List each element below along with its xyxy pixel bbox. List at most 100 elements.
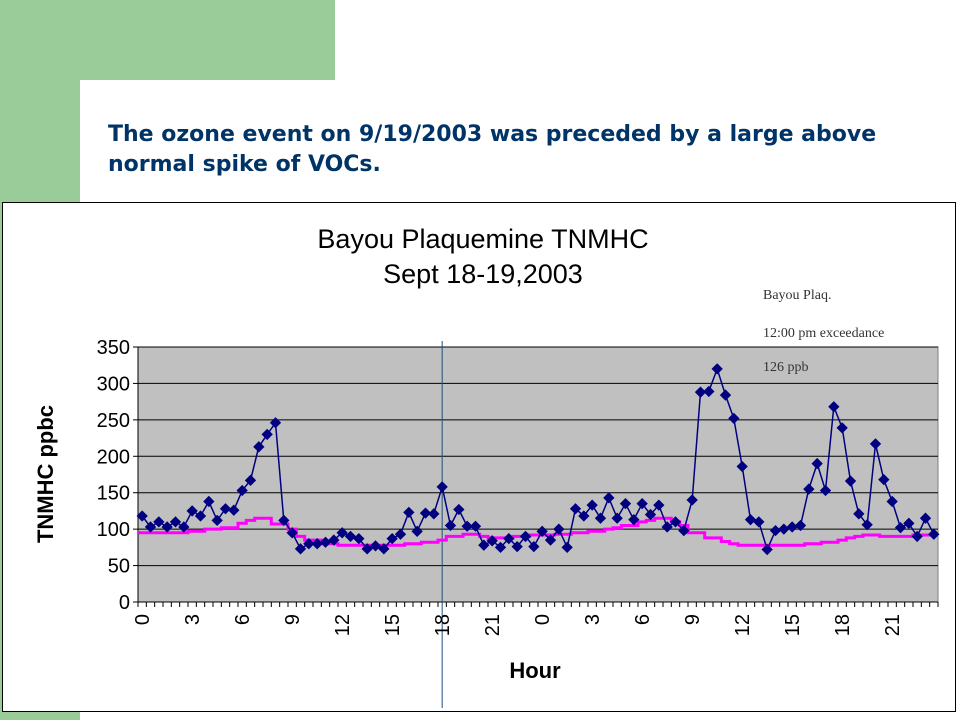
- data-point: [636, 497, 648, 510]
- y-tick-label: 100: [97, 519, 130, 541]
- data-point: [419, 507, 432, 519]
- x-tick-label: 3: [182, 614, 204, 625]
- data-point: [294, 543, 307, 555]
- x-tick-label: 12: [732, 614, 754, 636]
- data-point: [236, 484, 248, 497]
- x-tick-label: 9: [682, 614, 704, 625]
- x-tick-label: 9: [282, 614, 304, 625]
- y-tick-label: 200: [97, 446, 130, 468]
- data-point: [519, 530, 532, 543]
- x-tick-label: 15: [382, 614, 404, 636]
- data-point: [794, 519, 807, 532]
- data-point: [494, 541, 507, 554]
- data-point: [578, 510, 590, 522]
- data-point: [461, 520, 473, 532]
- data-point: [678, 524, 690, 537]
- data-point: [619, 497, 632, 510]
- data-point: [203, 495, 215, 508]
- x-tick-label: 0: [132, 614, 154, 625]
- annotation-line-1: Bayou Plaq.: [763, 288, 831, 303]
- data-point: [661, 521, 673, 533]
- data-point: [861, 519, 873, 531]
- data-point: [161, 521, 173, 533]
- data-point: [803, 483, 815, 495]
- data-point: [411, 525, 423, 537]
- data-point: [311, 538, 323, 550]
- data-point: [253, 441, 265, 453]
- data-point: [378, 543, 390, 555]
- data-point: [403, 506, 415, 519]
- data-point: [144, 521, 157, 533]
- data-point: [353, 532, 365, 545]
- tnmhc-chart: Bayou Plaquemine TNMHC Sept 18-19,2003 0…: [33, 224, 940, 708]
- data-point: [628, 514, 640, 526]
- data-point: [469, 520, 482, 532]
- data-point: [594, 512, 607, 524]
- slide-title: The ozone event on 9/19/2003 was precede…: [108, 122, 877, 177]
- data-point: [586, 499, 598, 511]
- data-point: [228, 504, 240, 516]
- x-tick-label: 6: [632, 614, 654, 625]
- x-tick-label: 12: [332, 614, 354, 636]
- data-point: [603, 492, 615, 504]
- x-tick-label: 3: [582, 614, 604, 625]
- data-point: [778, 523, 790, 535]
- data-point: [719, 389, 732, 401]
- x-tick-label: 21: [482, 614, 504, 636]
- data-point: [553, 523, 565, 535]
- plot-area: [137, 346, 939, 603]
- data-point: [244, 474, 257, 486]
- data-point: [394, 528, 407, 540]
- accent-band-top: [0, 0, 335, 80]
- data-point: [444, 519, 457, 532]
- data-point: [303, 538, 315, 550]
- data-point: [436, 481, 448, 493]
- data-point: [869, 438, 882, 450]
- data-point: [903, 517, 915, 529]
- x-axis-label: Hour: [509, 658, 561, 683]
- x-tick-label: 6: [232, 614, 254, 625]
- data-point: [786, 521, 798, 533]
- chart-title: Bayou Plaquemine TNMHC: [317, 224, 648, 254]
- data-point: [928, 528, 940, 540]
- y-tick-labels: 0 50 100 150 200 250 300 350: [97, 337, 138, 614]
- data-point: [428, 508, 440, 520]
- data-point: [878, 473, 890, 486]
- y-axis-label: TNMHC ppbc: [33, 405, 58, 543]
- data-point: [178, 521, 190, 533]
- data-point: [211, 514, 223, 527]
- data-point: [811, 457, 823, 470]
- data-point: [911, 530, 923, 543]
- data-point: [919, 512, 932, 524]
- tnmhc-series: [136, 363, 940, 556]
- data-point: [736, 460, 748, 473]
- data-point: [261, 428, 273, 441]
- exceedance-annotation: Bayou Plaq. 12:00 pm exceedance 126 ppb: [763, 288, 884, 375]
- x-tick-labels: 0 3 6 9 12 15 18 21 0 3 6 9 12 15 18 21: [132, 602, 939, 636]
- x-tick-label: 21: [882, 614, 904, 636]
- data-point: [528, 540, 540, 553]
- data-point: [886, 495, 898, 508]
- data-point: [694, 386, 707, 398]
- data-point: [711, 363, 723, 375]
- y-tick-label: 0: [119, 592, 130, 614]
- data-point: [503, 532, 515, 545]
- data-point: [536, 525, 548, 537]
- data-point: [169, 516, 182, 528]
- data-point: [611, 512, 623, 524]
- data-point: [328, 534, 340, 546]
- data-point: [344, 530, 357, 543]
- x-tick-label: 18: [432, 614, 454, 636]
- data-point: [653, 499, 665, 511]
- data-point: [319, 536, 332, 548]
- data-point: [819, 484, 832, 497]
- data-point: [753, 516, 765, 528]
- x-tick-label: 15: [782, 614, 804, 636]
- data-point: [644, 508, 657, 521]
- data-point: [844, 475, 857, 487]
- data-point: [703, 385, 715, 398]
- data-point: [894, 522, 907, 534]
- x-tick-label: 0: [532, 614, 554, 625]
- data-point: [453, 503, 465, 516]
- data-point: [486, 535, 498, 547]
